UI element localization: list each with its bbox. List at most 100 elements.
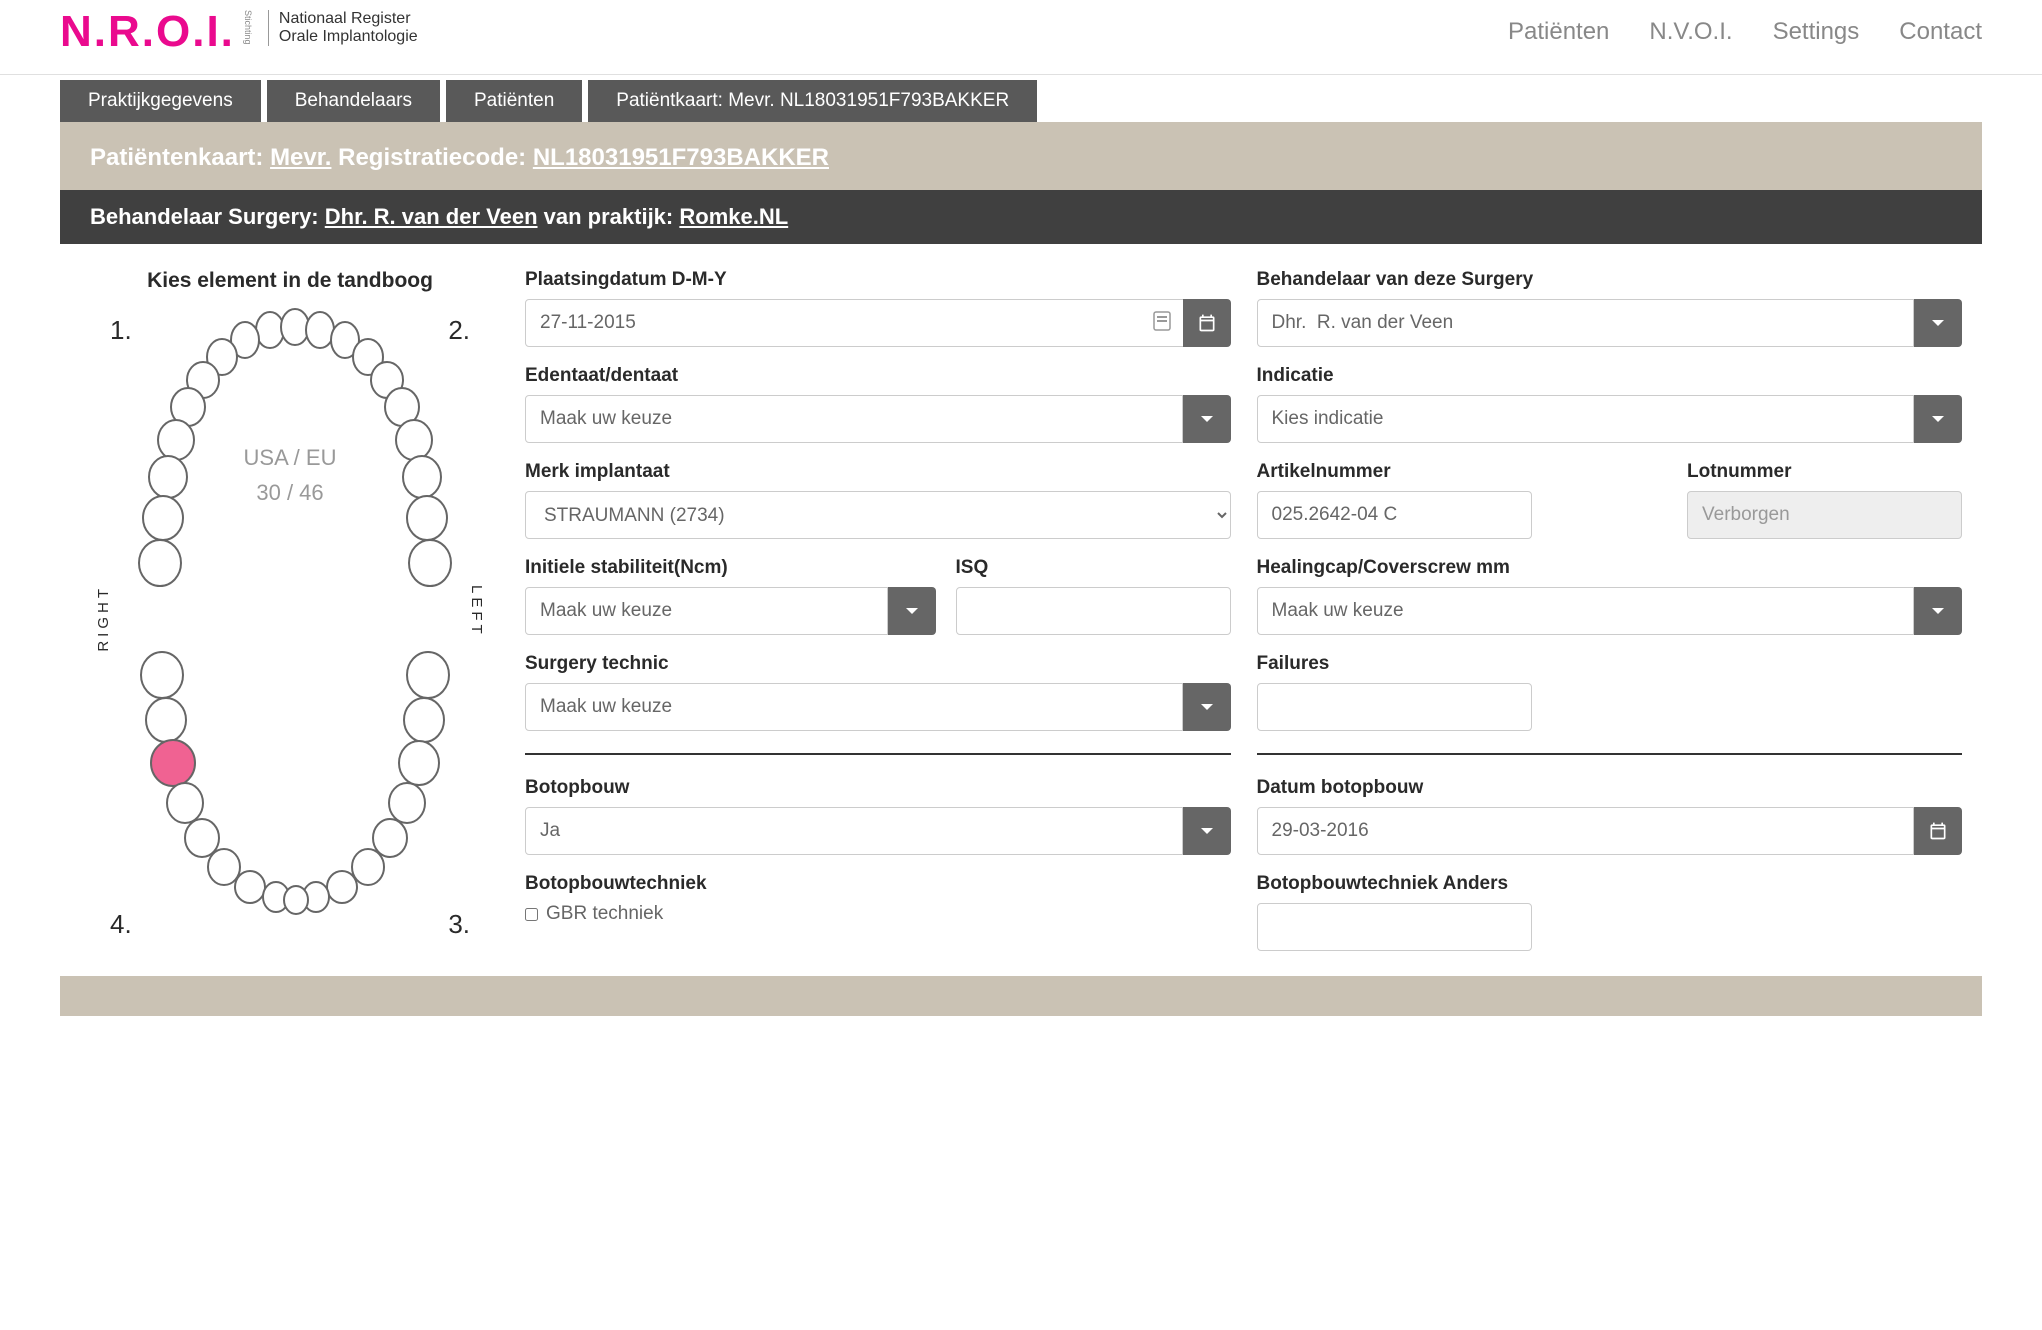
tooth-column: Kies element in de tandboog 1. 2. 3. 4. … [80,269,500,951]
botopbouw-anders-label: Botopbouwtechniek Anders [1257,873,1963,895]
healingcap-select[interactable] [1257,587,1915,635]
gbr-checkbox[interactable] [525,908,538,921]
logo-text: N.R.O.I. [60,10,235,54]
logo-sub-line1: Nationaal Register [279,10,418,28]
chevron-down-icon [1201,828,1213,834]
edentate-select[interactable] [525,395,1183,443]
placement-date-label: Plaatsingdatum D-M-Y [525,269,1231,291]
side-left-label: LEFT [468,585,485,638]
chevron-down-icon [1201,416,1213,422]
edentate-group: Edentaat/dentaat [525,365,1231,443]
placement-date-group: Plaatsingdatum D-M-Y [525,269,1231,347]
failures-input[interactable] [1257,683,1532,731]
failures-label: Failures [1257,653,1963,675]
stability-select[interactable] [525,587,888,635]
lot-input [1687,491,1962,539]
stability-label: Initiele stabiliteit(Ncm) [525,557,936,579]
quadrant-4-label: 4. [110,909,132,940]
practice-link[interactable]: Romke.NL [679,204,788,229]
isq-group: ISQ [956,557,1231,635]
placement-date-calendar-button[interactable] [1183,299,1231,347]
logo-sub-line2: Orale Implantologie [279,28,418,46]
botopbouw-dropdown-button[interactable] [1183,807,1231,855]
quadrant-3-label: 3. [448,909,470,940]
quadrant-2-label: 2. [448,315,470,346]
tab-practice[interactable]: Praktijkgegevens [60,80,261,122]
form-right-column: Behandelaar van deze Surgery Indicatie A… [1257,269,1963,951]
surgeon-name-link[interactable]: Dhr. R. van der Veen [325,204,538,229]
technic-select[interactable] [525,683,1183,731]
botopbouw-group: Botopbouw [525,777,1231,855]
healingcap-label: Healingcap/Coverscrew mm [1257,557,1963,579]
nav-contact[interactable]: Contact [1899,18,1982,46]
main-form: Kies element in de tandboog 1. 2. 3. 4. … [60,244,1982,976]
brand-select[interactable]: STRAUMANN (2734) [525,491,1231,539]
chevron-down-icon [1201,704,1213,710]
indication-label: Indicatie [1257,365,1963,387]
patient-salutation-link[interactable]: Mevr. [270,144,331,171]
gbr-checkbox-label: GBR techniek [546,903,663,925]
surgeon-prefix: Behandelaar Surgery: [90,204,319,229]
stability-group: Initiele stabiliteit(Ncm) [525,557,936,635]
logo-area: N.R.O.I. Stichting Nationaal Register Or… [60,10,418,54]
tooth-chart[interactable]: 1. 2. 3. 4. RIGHT LEFT USA / EU 30 / 46 [100,305,480,945]
nav-settings[interactable]: Settings [1773,18,1860,46]
botopbouw-select[interactable] [525,807,1183,855]
quadrant-1-label: 1. [110,315,132,346]
selected-tooth[interactable] [151,740,195,786]
main-nav: Patiënten N.V.O.I. Settings Contact [1508,18,1982,46]
nav-patients[interactable]: Patiënten [1508,18,1609,46]
section-divider-right [1257,753,1963,755]
healingcap-dropdown-button[interactable] [1914,587,1962,635]
patient-code-link[interactable]: NL18031951F793BAKKER [533,144,829,171]
tab-practitioners[interactable]: Behandelaars [267,80,440,122]
nav-nvoi[interactable]: N.V.O.I. [1649,18,1732,46]
arch-center-value: 30 / 46 [100,475,480,510]
chevron-down-icon [906,608,918,614]
chevron-down-icon [1932,608,1944,614]
side-right-label: RIGHT [95,585,112,652]
patient-code-label: Registratiecode: [338,144,526,171]
surgeon-mid: van praktijk: [544,204,674,229]
tab-patient-card[interactable]: Patiëntkaart: Mevr. NL18031951F793BAKKER [588,80,1037,122]
article-input[interactable] [1257,491,1532,539]
botopbouw-date-label: Datum botopbouw [1257,777,1963,799]
brand-label: Merk implantaat [525,461,1231,483]
botopbouw-date-group: Datum botopbouw [1257,777,1963,855]
stability-dropdown-button[interactable] [888,587,936,635]
tooth-title: Kies element in de tandboog [80,269,500,293]
isq-input[interactable] [956,587,1231,635]
botopbouw-anders-input[interactable] [1257,903,1532,951]
botopbouw-technic-label: Botopbouwtechniek [525,873,1231,895]
isq-label: ISQ [956,557,1231,579]
section-divider [525,753,1231,755]
content-wrap: Patiëntenkaart: Mevr. Registratiecode: N… [60,122,1982,1016]
contact-card-icon [1153,311,1171,336]
chevron-down-icon [1932,320,1944,326]
indication-select[interactable] [1257,395,1915,443]
page-header: N.R.O.I. Stichting Nationaal Register Or… [0,0,2042,75]
surgeon-bar: Behandelaar Surgery: Dhr. R. van der Vee… [60,190,1982,244]
logo-subtitle: Nationaal Register Orale Implantologie [268,10,418,46]
surgeon-select-label: Behandelaar van deze Surgery [1257,269,1963,291]
surgeon-dropdown-button[interactable] [1914,299,1962,347]
article-label: Artikelnummer [1257,461,1668,483]
patient-header-prefix: Patiëntenkaart: [90,144,263,171]
botopbouw-date-input[interactable] [1257,807,1915,855]
technic-dropdown-button[interactable] [1183,683,1231,731]
technic-group: Surgery technic [525,653,1231,731]
logo-vertical-text: Stichting [243,10,253,45]
edentate-label: Edentaat/dentaat [525,365,1231,387]
placement-date-input[interactable] [525,299,1189,347]
edentate-dropdown-button[interactable] [1183,395,1231,443]
form-middle-column: Plaatsingdatum D-M-Y Edentaat/dentaat [525,269,1232,951]
brand-group: Merk implantaat STRAUMANN (2734) [525,461,1231,539]
botopbouw-technic-group: Botopbouwtechniek GBR techniek [525,873,1231,925]
botopbouw-label: Botopbouw [525,777,1231,799]
surgeon-select-group: Behandelaar van deze Surgery [1257,269,1963,347]
tab-patients[interactable]: Patiënten [446,80,582,122]
chevron-down-icon [1932,416,1944,422]
indication-dropdown-button[interactable] [1914,395,1962,443]
surgeon-select-input[interactable] [1257,299,1915,347]
botopbouw-date-calendar-button[interactable] [1914,807,1962,855]
